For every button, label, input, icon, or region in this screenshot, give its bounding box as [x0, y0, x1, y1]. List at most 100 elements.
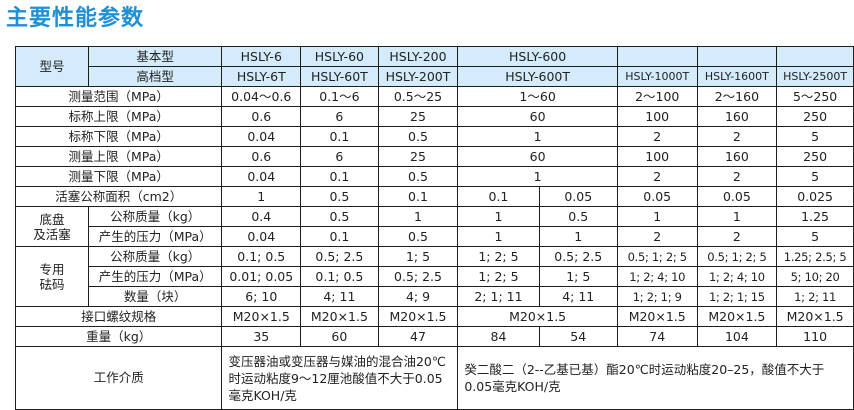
- cell: 1; 2; 11: [776, 286, 854, 307]
- page-title: 主要性能参数: [6, 6, 145, 31]
- cell: 0.04～0.6: [221, 86, 302, 107]
- cell: 74: [616, 326, 698, 347]
- table-row: 产生的压力（MPa） 0.01; 0.05 0.1; 0.5 0.5; 2.5 …: [16, 266, 854, 287]
- cell: 0.1: [300, 226, 379, 247]
- cell: 25: [377, 106, 459, 127]
- table-row: 底盘 及活塞 公称质量（kg） 0.4 0.5 1 1 0.5 1 1 1.25: [15, 206, 854, 247]
- cell: 0.5: [300, 186, 379, 207]
- cell: 1: [221, 186, 302, 207]
- empty-cell: [696, 46, 778, 67]
- cell: 0.1: [377, 186, 459, 207]
- cell: 0.5; 2.5: [377, 266, 459, 287]
- cell: 160: [696, 106, 778, 127]
- cell: 4; 11: [300, 286, 379, 307]
- cell: 1; 2; 4; 10: [616, 266, 698, 287]
- table-row: 重量（kg） 35 60 47 84 54 74 104 110: [14, 326, 854, 347]
- cell: 0.5: [377, 226, 459, 247]
- cell: 0.05: [538, 186, 618, 207]
- cell: 5～250: [776, 86, 854, 107]
- cell: 0.5; 1; 2; 5: [696, 246, 778, 267]
- cell: 5: [776, 166, 854, 187]
- cell: 0.1; 0.5: [221, 246, 302, 267]
- table-row: 测量上限（MPa） 0.6 6 25 60 100 160 250: [14, 146, 854, 167]
- cell: 1: [457, 226, 540, 247]
- cell: 0.04: [221, 166, 302, 187]
- table-row: 工作介质 变压器油或变压器与媒油的混合油20℃时运动粘度9～12厘池酸值不大于0…: [14, 346, 854, 410]
- empty-cell: [776, 46, 854, 67]
- row-label: 数量（块）: [87, 286, 223, 307]
- row-label: 接口螺纹规格: [14, 306, 223, 327]
- advanced-model-cell: HSLY-600T: [457, 66, 618, 87]
- row-label: 产生的压力（MPa）: [87, 226, 223, 247]
- cell: M20×1.5: [457, 306, 618, 327]
- cell: 0.04: [221, 126, 302, 147]
- cell: 60: [300, 326, 379, 347]
- cell: 1; 2; 5: [457, 266, 540, 287]
- cell: 0.5: [538, 206, 618, 227]
- basic-model-cell: HSLY-6: [221, 46, 302, 67]
- cell: 2: [696, 166, 778, 187]
- cell: 2: [696, 126, 778, 147]
- cell: M20×1.5: [696, 306, 778, 327]
- cell: 4; 11: [538, 286, 618, 307]
- cell: 35: [221, 326, 302, 347]
- basic-model-cell: HSLY-200: [377, 46, 459, 67]
- cell: 0.5: [377, 126, 459, 147]
- table-row: 活塞公称面积（cm2） 1 0.5 0.1 0.1 0.05 0.05 0.05…: [14, 186, 854, 207]
- medium-right-cell: 癸二酸二（2--乙基已基）酯20℃时运动粘度20–25，酸值不大于0.05毫克K…: [457, 346, 854, 410]
- cell: 110: [776, 326, 854, 347]
- cell: 0.01; 0.05: [221, 266, 302, 287]
- cell: 1: [696, 206, 778, 227]
- row-label: 工作介质: [14, 346, 223, 410]
- performance-parameter-table: 型号 基本型 HSLY-6 HSLY-60 HSLY-200 HSLY-600 …: [14, 46, 854, 410]
- model-label: 型号: [15, 46, 89, 87]
- row-label: 活塞公称面积（cm2）: [14, 186, 223, 207]
- cell: M20×1.5: [616, 306, 698, 327]
- cell: 0.04: [221, 226, 302, 247]
- table-row: 数量（块） 6; 10 4; 11 4; 9 2; 1; 11 4; 11 1;…: [16, 286, 854, 307]
- row-label: 产生的压力（MPa）: [87, 266, 223, 287]
- table-row: 专用 砝码 公称质量（kg） 0.1; 0.5 0.5; 2.5 1; 5 1;…: [15, 246, 854, 307]
- table-row: 测量下限（MPa） 0.04 0.1 0.5 1 2 2 5: [14, 166, 854, 187]
- cell: 4; 9: [377, 286, 459, 307]
- cell: 6: [300, 146, 379, 167]
- cell: 1.25; 2.5; 5: [776, 246, 854, 267]
- cell: 6: [300, 106, 379, 127]
- cell: 0.1: [300, 126, 379, 147]
- cell: 5: [776, 226, 854, 247]
- cell: 47: [377, 326, 459, 347]
- cell: 1; 2; 5: [457, 246, 540, 267]
- cell: 0.6: [221, 106, 302, 127]
- cell: 0.5: [300, 206, 379, 227]
- row-label: 公称质量（kg）: [87, 206, 223, 227]
- cell: 25: [377, 146, 459, 167]
- cell: 1.25: [776, 206, 854, 227]
- cell: 0.05: [696, 186, 778, 207]
- chassis-group-label: 底盘 及活塞: [15, 206, 89, 247]
- cell: 2～160: [696, 86, 778, 107]
- cell: 1; 2; 4; 10: [696, 266, 778, 287]
- cell: 2: [696, 226, 778, 247]
- cell: 5: [776, 126, 854, 147]
- advanced-model-cell: HSLY-200T: [377, 66, 459, 87]
- cell: 84: [457, 326, 540, 347]
- cell: 100: [616, 106, 698, 127]
- row-label: 公称质量（kg）: [87, 246, 223, 267]
- cell: M20×1.5: [776, 306, 854, 327]
- cell: 0.6: [221, 146, 302, 167]
- cell: 2～100: [616, 86, 698, 107]
- cell: 60: [457, 146, 618, 167]
- cell: M20×1.5: [377, 306, 459, 327]
- advanced-model-cell: HSLY-1000T: [616, 66, 698, 87]
- row-label: 测量范围（MPa）: [14, 86, 223, 107]
- cell: 0.025: [776, 186, 854, 207]
- cell: 0.05: [616, 186, 698, 207]
- cell: 5; 10; 20: [776, 266, 854, 287]
- advanced-model-cell: HSLY-1600T: [696, 66, 778, 87]
- row-label: 测量下限（MPa）: [14, 166, 223, 187]
- cell: 0.5; 2.5: [538, 246, 618, 267]
- cell: 160: [696, 146, 778, 167]
- cell: 2: [616, 226, 698, 247]
- cell: 1: [457, 166, 618, 187]
- cell: 1; 5: [538, 266, 618, 287]
